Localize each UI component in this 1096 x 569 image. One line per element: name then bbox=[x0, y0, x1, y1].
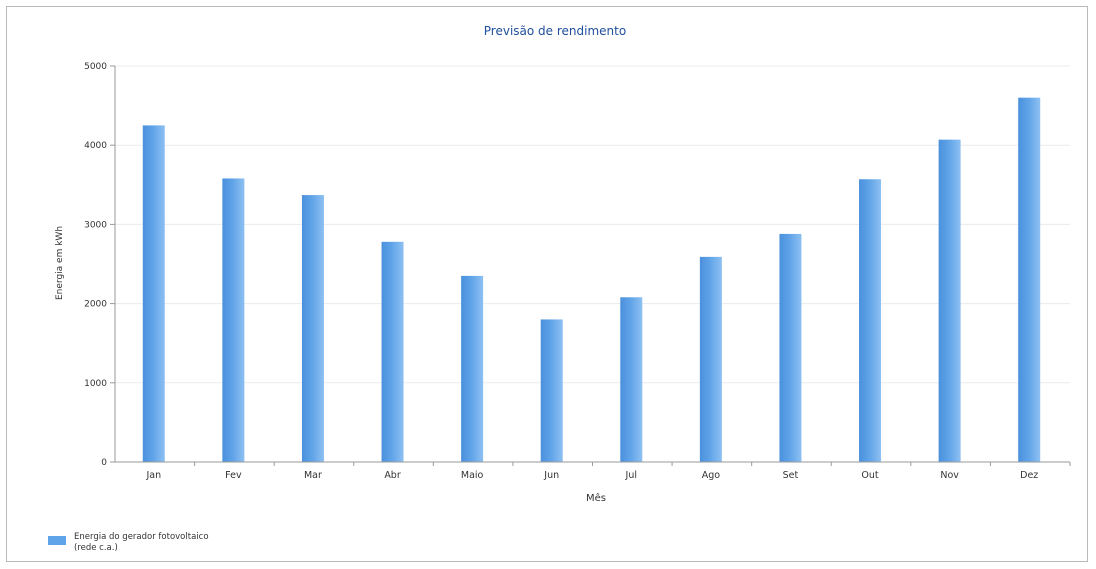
chart-title: Previsão de rendimento bbox=[484, 24, 626, 38]
x-tick-label: Set bbox=[783, 470, 799, 481]
bar-nov bbox=[938, 139, 961, 462]
x-tick-label: Fev bbox=[225, 470, 242, 481]
bar-set bbox=[779, 233, 802, 462]
gridlines bbox=[115, 65, 1070, 384]
y-tick-label: 5000 bbox=[84, 62, 107, 72]
y-tick-label: 1000 bbox=[84, 379, 107, 389]
y-tick-labels: 0 1000 2000 3000 4000 5000 bbox=[84, 62, 107, 468]
bar-mar bbox=[301, 195, 324, 462]
x-tick-labels: Jan Fev Mar Abr Maio Jun Jul Ago Set Out Nov Dez bbox=[145, 470, 1038, 481]
x-tick-label: Maio bbox=[461, 470, 484, 481]
legend-swatch bbox=[48, 536, 66, 545]
x-tick-label: Dez bbox=[1020, 470, 1038, 481]
bar-jul bbox=[620, 297, 643, 462]
y-tick-label: 4000 bbox=[84, 141, 107, 151]
x-tick-label: Jan bbox=[145, 470, 161, 481]
bar-jun bbox=[540, 319, 563, 462]
bar-abr bbox=[381, 241, 404, 462]
x-tick-label: Mar bbox=[304, 470, 322, 481]
x-tick-label: Ago bbox=[702, 470, 721, 481]
y-tick-label: 3000 bbox=[84, 220, 107, 230]
x-tick-label: Out bbox=[861, 470, 878, 481]
bar-fev bbox=[222, 178, 245, 463]
bar-jan bbox=[142, 125, 165, 463]
axes bbox=[110, 65, 1071, 466]
x-tick-label: Abr bbox=[384, 470, 401, 481]
legend-label-line-1: Energia do gerador fotovoltaico bbox=[74, 532, 209, 542]
x-tick-label: Jul bbox=[625, 470, 637, 481]
chart-frame bbox=[6, 6, 1088, 562]
x-axis-label: Mês bbox=[586, 492, 606, 504]
y-tick-label: 0 bbox=[101, 458, 107, 468]
y-axis-label: Energia em kWh bbox=[55, 226, 65, 300]
bar-ago bbox=[699, 256, 722, 462]
legend-label-line-2: (rede c.a.) bbox=[74, 543, 118, 553]
legend: Energia do gerador fotovoltaico (rede c.… bbox=[48, 532, 209, 553]
bar-out bbox=[859, 179, 882, 463]
bar-maio bbox=[461, 275, 484, 462]
x-tick-label: Nov bbox=[940, 470, 959, 481]
bars bbox=[142, 97, 1041, 463]
y-tick-label: 2000 bbox=[84, 300, 107, 310]
bar-dez bbox=[1018, 97, 1041, 463]
x-tick-label: Jun bbox=[543, 470, 559, 481]
